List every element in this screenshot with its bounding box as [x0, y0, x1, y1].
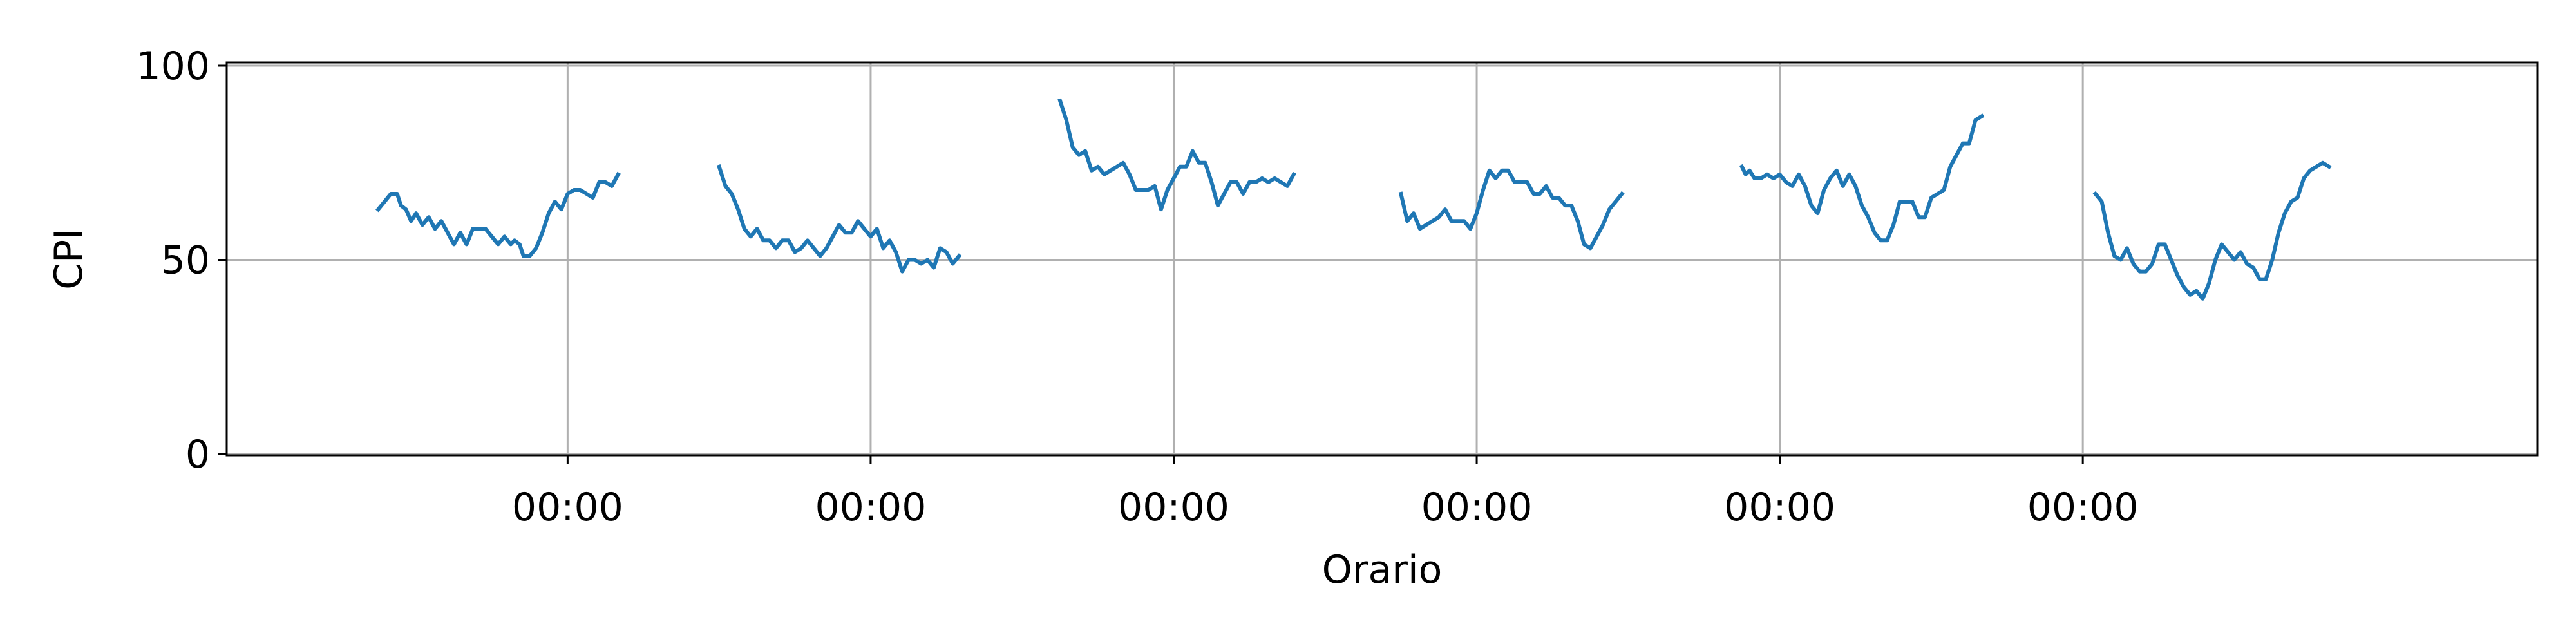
y-tick-label: 50: [161, 238, 210, 283]
x-tick-label: 00:00: [1118, 485, 1229, 530]
x-tick-label: 00:00: [1421, 485, 1533, 530]
cpi-line-segment-5: [1739, 113, 1985, 243]
cpi-line-segment-2: [716, 164, 962, 274]
grid-lines: [227, 62, 2537, 455]
x-tick-label: 00:00: [1724, 485, 1835, 530]
x-tick-label: 00:00: [512, 485, 623, 530]
y-tick-label: 0: [185, 432, 210, 477]
x-axis-ticks: 00:00 00:00 00:00 00:00 00:00 00:00: [512, 455, 2139, 530]
x-axis-label: Orario: [1322, 547, 1443, 592]
cpi-series: [375, 98, 2332, 301]
x-tick-label: 00:00: [815, 485, 926, 530]
cpi-line-segment-6: [2092, 160, 2332, 301]
cpi-line-segment-3: [1057, 98, 1296, 212]
cpi-line-segment-1: [375, 171, 621, 258]
x-tick-label: 00:00: [2027, 485, 2139, 530]
y-axis-label: CPI: [46, 228, 91, 290]
y-tick-label: 100: [136, 44, 210, 89]
y-axis-ticks: 0 50 100: [136, 44, 227, 477]
cpi-line-segment-4: [1398, 168, 1625, 251]
